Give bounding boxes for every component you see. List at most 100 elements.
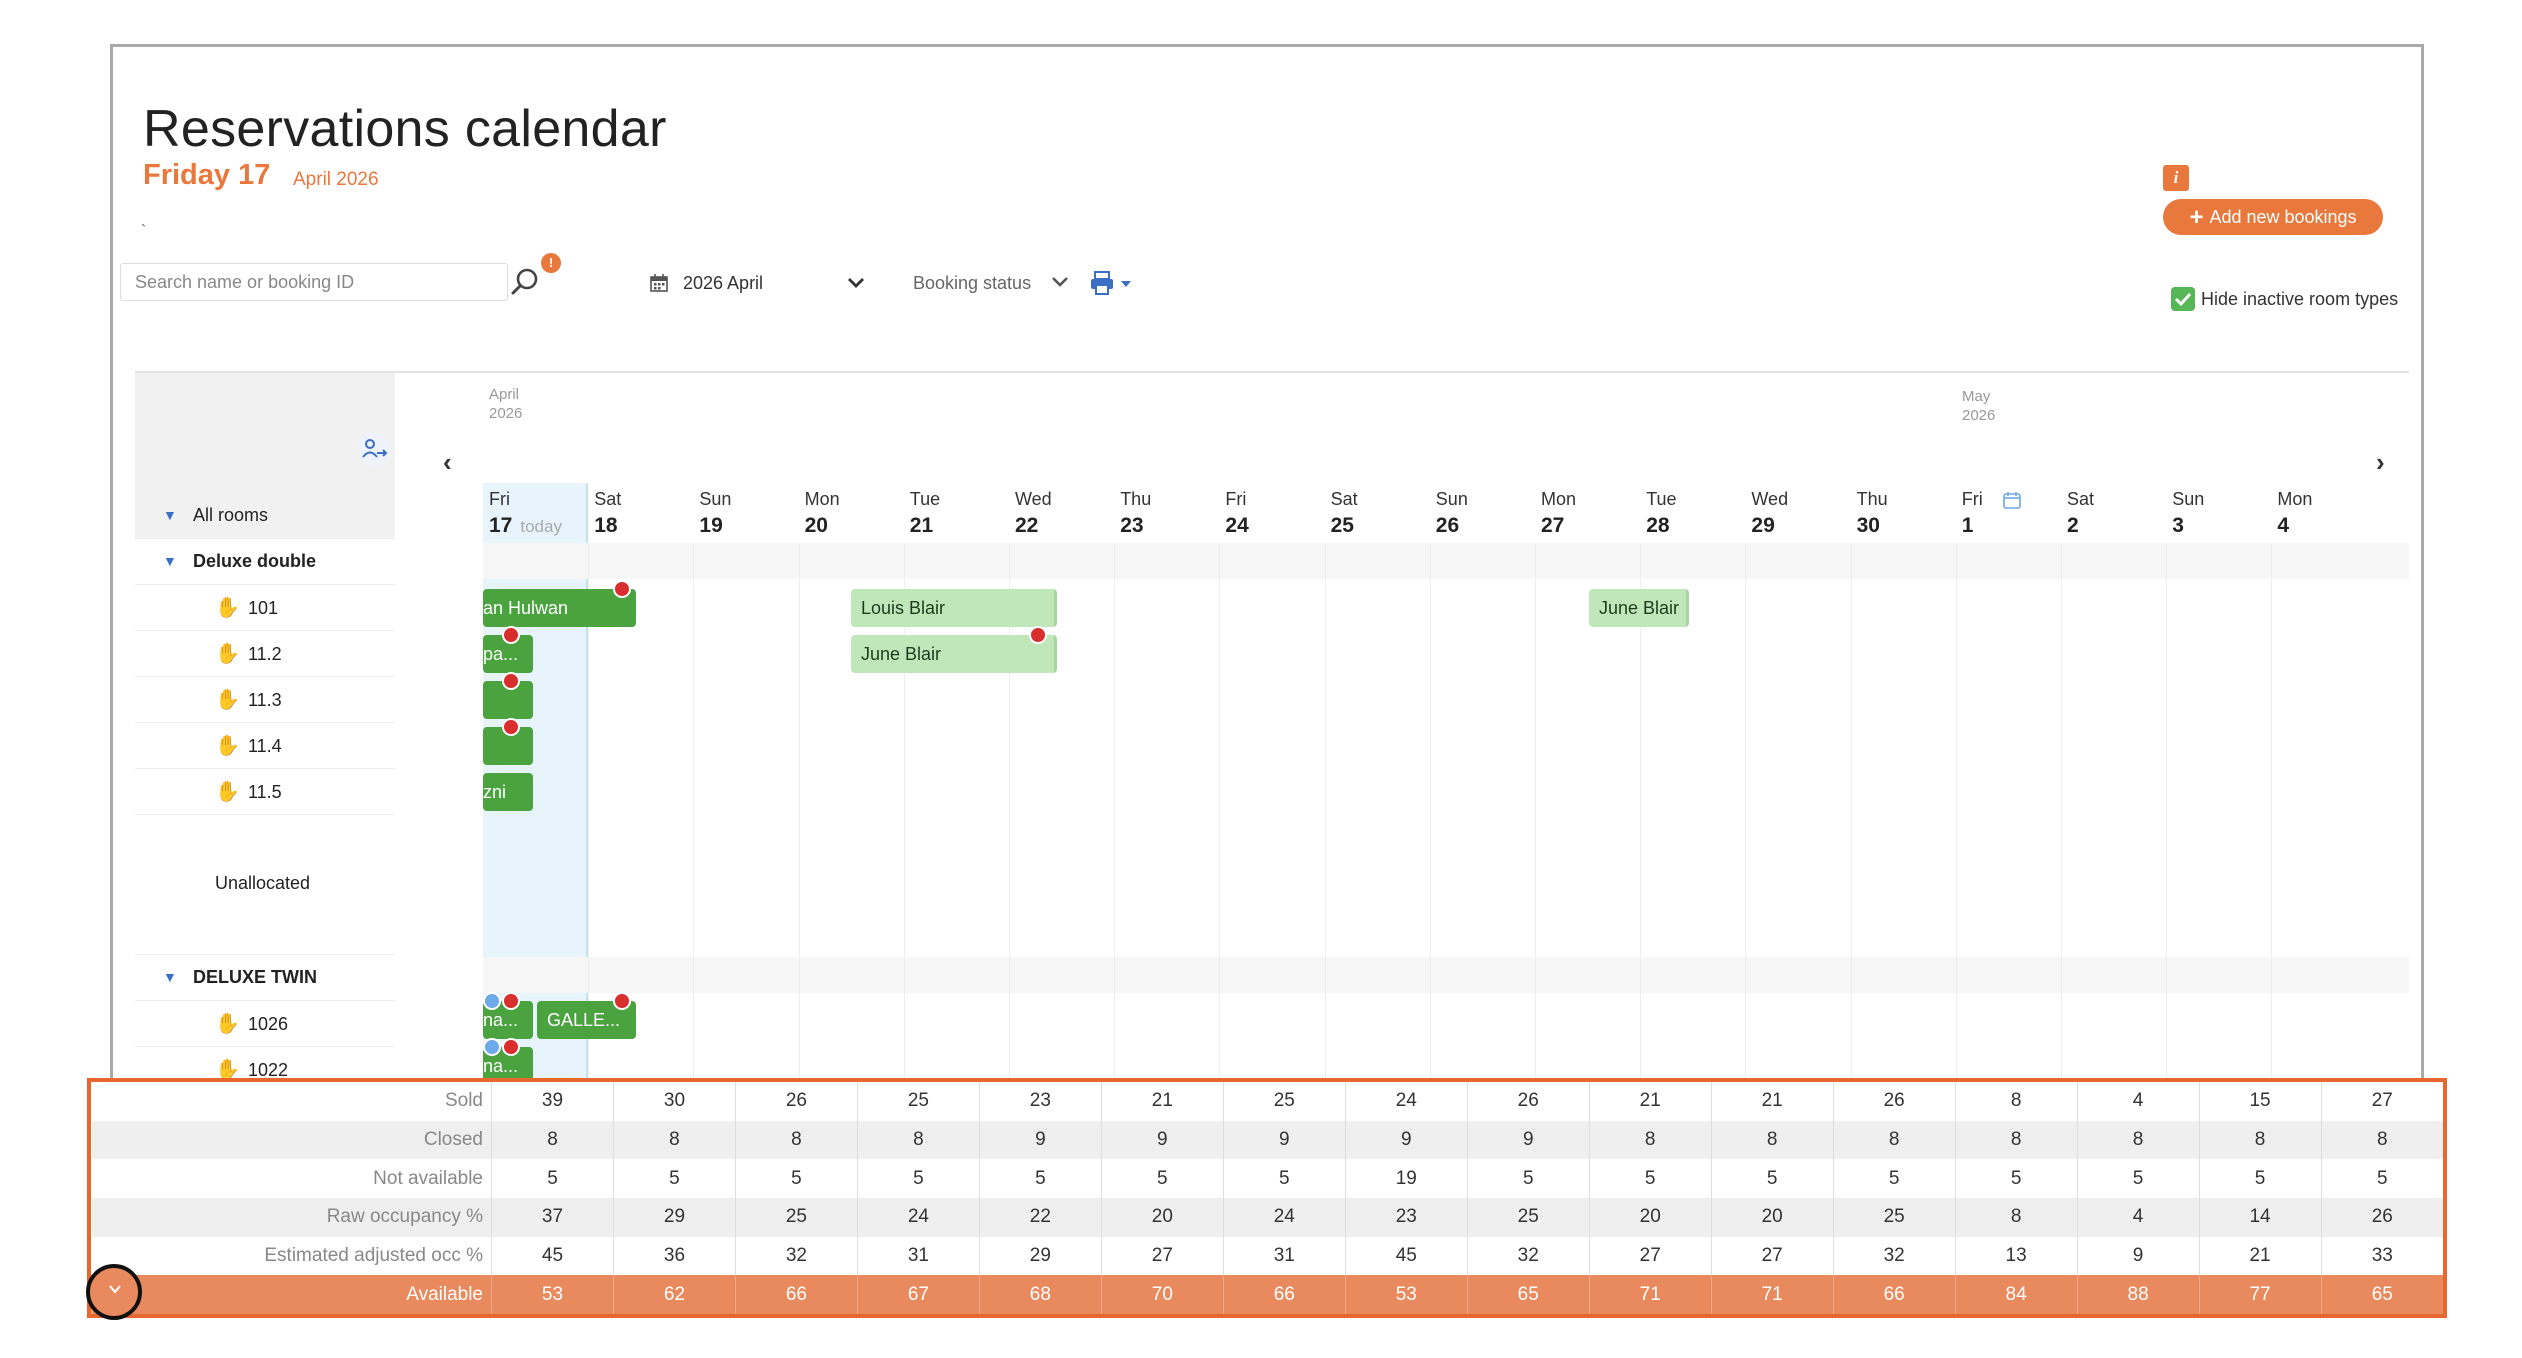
booking-bar[interactable]: GALLE... (537, 992, 636, 1039)
day-gridline (2166, 543, 2168, 1084)
stats-row: Not available 5 5 5 5 5 5 5 19 5 5 5 5 5 5 5 5 (92, 1159, 2443, 1198)
day-header[interactable]: Sun 19 (699, 489, 804, 538)
stats-cell: 8 (1710, 1120, 1834, 1160)
chevron-left-icon[interactable]: ‹ (443, 447, 452, 477)
day-header[interactable]: Wed 29 (1751, 489, 1856, 538)
day-header[interactable]: Mon 27 (1541, 489, 1646, 538)
booking-bar[interactable] (483, 718, 533, 765)
collapse-stats-button[interactable] (86, 1264, 142, 1320)
booking-bar[interactable]: na... (483, 1038, 533, 1084)
day-number: 22 (1015, 514, 1039, 537)
day-name: Wed (1751, 489, 1789, 509)
status-dot (502, 718, 520, 736)
stats-row-label: Closed (91, 1120, 492, 1160)
stats-cell: 9 (978, 1120, 1102, 1160)
day-date: 29 (1751, 514, 1856, 538)
day-header[interactable]: Sun 3 (2172, 489, 2277, 538)
room-group-deluxe-double[interactable]: ▼ Deluxe double (135, 539, 395, 585)
month-selector[interactable]: 2026 April (649, 269, 869, 299)
stats-cell: 5 (856, 1159, 980, 1198)
booking-bar[interactable]: na... (483, 992, 533, 1039)
booking-status-filter[interactable]: Booking status (913, 273, 1068, 294)
room-row-11-5[interactable]: ✋ 11.5 (135, 769, 395, 815)
room-row-11-3[interactable]: ✋ 11.3 (135, 677, 395, 723)
stats-cell: 66 (734, 1275, 858, 1314)
room-group-all[interactable]: ▼ All rooms (135, 493, 395, 539)
booking-bar[interactable]: June Blair (1589, 589, 1689, 627)
booking-bar[interactable]: pa... (483, 626, 533, 673)
room-number: 11.4 (248, 736, 282, 756)
day-name: Tue (1646, 489, 1677, 509)
search-input[interactable] (120, 263, 508, 301)
print-button[interactable] (1089, 269, 1139, 299)
day-header[interactable]: Mon 20 (805, 489, 910, 538)
current-date: Friday 17 (143, 159, 271, 191)
assign-room-icon[interactable] (357, 433, 391, 467)
info-icon[interactable]: i (2163, 165, 2189, 191)
status-dot (502, 626, 520, 644)
stats-cell: 5 (1588, 1159, 1712, 1198)
triangle-down-icon[interactable]: ▼ (163, 507, 177, 523)
day-header[interactable]: Fri 24 (1225, 489, 1330, 538)
room-number: 1022 (248, 1060, 289, 1080)
room-row-11-2[interactable]: ✋ 11.2 (135, 631, 395, 677)
day-number: 23 (1120, 514, 1144, 537)
day-date: 21 (910, 514, 1015, 538)
day-header[interactable]: Tue 28 (1646, 489, 1751, 538)
stats-cell: 31 (1222, 1236, 1346, 1276)
room-number: 101 (248, 598, 279, 618)
room-group-deluxe-twin[interactable]: ▼ DELUXE TWIN (135, 955, 395, 1001)
room-row-101[interactable]: ✋ 101 (135, 585, 395, 631)
booking-bar[interactable]: June Blair (851, 626, 1057, 673)
stats-cell: 36 (612, 1236, 736, 1276)
booking-bar[interactable]: an Hulwan (483, 580, 636, 627)
add-new-bookings-button[interactable]: + Add new bookings (2163, 199, 2383, 235)
calendar-icon[interactable] (2002, 490, 2022, 510)
hide-inactive-label: Hide inactive room types (2201, 289, 2399, 309)
room-row-1022[interactable]: ✋ 1022 (135, 1047, 395, 1084)
day-header[interactable]: Wed 22 (1015, 489, 1120, 538)
stats-cell: 66 (1222, 1275, 1346, 1314)
booking-label: GALLE... (547, 1010, 621, 1030)
month-label-may: May 2026 (1962, 387, 1995, 425)
day-date: 23 (1120, 514, 1225, 538)
stats-cell: 5 (1832, 1159, 1956, 1198)
chevron-right-icon[interactable]: › (2376, 447, 2385, 477)
day-header[interactable]: Sun 26 (1436, 489, 1541, 538)
day-date: 28 (1646, 514, 1751, 538)
day-header[interactable]: Sat 25 (1331, 489, 1436, 538)
stats-cell: 26 (1832, 1082, 1956, 1121)
day-header[interactable]: Sat 18 (594, 489, 699, 538)
status-dot (613, 992, 631, 1010)
room-row-11-4[interactable]: ✋ 11.4 (135, 723, 395, 769)
day-header[interactable]: Fri 1 (1962, 489, 2067, 538)
day-date: 25 (1331, 514, 1436, 538)
stats-cell: 8 (612, 1120, 736, 1160)
stats-cell: 25 (1466, 1197, 1590, 1237)
booking-label: na... (483, 1010, 519, 1030)
stats-cell: 9 (1344, 1120, 1468, 1160)
day-date: 24 (1225, 514, 1330, 538)
day-header[interactable]: Sat 2 (2067, 489, 2172, 538)
day-header[interactable]: Thu 30 (1857, 489, 1962, 538)
stats-row-label: Estimated adjusted occ % (264, 1244, 483, 1266)
stats-cell: 45 (491, 1236, 614, 1276)
day-gridline (1009, 543, 1010, 1084)
checkbox-checked-icon[interactable] (2171, 287, 2195, 311)
search-icon[interactable] (508, 265, 542, 299)
day-name: Sun (2172, 489, 2205, 509)
booking-bar[interactable]: Louis Blair (851, 589, 1057, 627)
triangle-down-icon[interactable]: ▼ (163, 553, 177, 569)
room-row-1026[interactable]: ✋ 1026 (135, 1001, 395, 1047)
triangle-down-icon[interactable]: ▼ (163, 969, 177, 985)
booking-bar[interactable] (483, 672, 533, 719)
day-header[interactable]: Mon 4 (2277, 489, 2382, 538)
day-header[interactable]: Thu 23 (1120, 489, 1225, 538)
day-header[interactable]: Tue 21 (910, 489, 1015, 538)
day-header[interactable]: Fri 17 today (489, 489, 594, 538)
day-number: 26 (1435, 514, 1460, 537)
stats-cell: 8 (1588, 1120, 1712, 1160)
booking-bar[interactable]: zni (483, 773, 533, 811)
status-dot (613, 580, 631, 598)
stats-cell: 26 (734, 1082, 858, 1121)
